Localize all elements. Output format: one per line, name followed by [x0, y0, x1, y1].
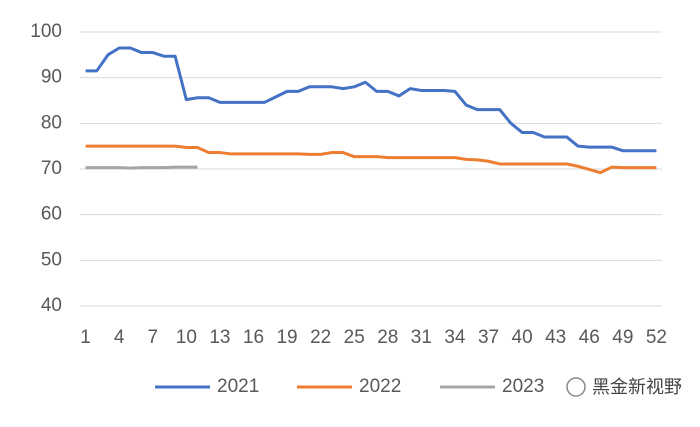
x-tick-label: 19 [276, 327, 297, 348]
x-tick-label: 46 [579, 327, 600, 348]
x-tick-label: 22 [310, 327, 331, 348]
series-line [85, 144, 657, 175]
legend-label: 2023 [502, 376, 544, 397]
x-tick-label: 52 [646, 327, 667, 348]
x-tick-label: 13 [209, 327, 230, 348]
x-tick-label: 16 [243, 327, 264, 348]
x-tick-label: 37 [478, 327, 499, 348]
y-tick-label: 80 [41, 112, 62, 133]
x-tick-label: 4 [114, 327, 125, 348]
x-tick-label: 40 [512, 327, 533, 348]
watermark: 黑金新视野 [566, 377, 682, 397]
x-tick-label: 49 [612, 327, 633, 348]
x-tick-label: 43 [545, 327, 566, 348]
x-tick-label: 1 [80, 327, 91, 348]
y-tick-label: 60 [41, 204, 62, 225]
series-line [85, 165, 198, 170]
watermark-icon [566, 377, 586, 397]
x-tick-label: 34 [444, 327, 466, 348]
y-tick-label: 70 [41, 158, 62, 179]
x-tick-label: 31 [411, 327, 432, 348]
x-tick-label: 28 [377, 327, 398, 348]
y-tick-label: 100 [30, 21, 62, 42]
y-tick-label: 50 [41, 249, 62, 270]
legend-label: 2022 [359, 376, 401, 397]
series-line [85, 46, 657, 153]
x-tick-label: 10 [176, 327, 197, 348]
y-tick-label: 40 [41, 295, 62, 316]
legend-label: 2021 [217, 376, 259, 397]
watermark-text: 黑金新视野 [592, 377, 682, 397]
x-tick-label: 7 [147, 327, 158, 348]
x-tick-label: 25 [344, 327, 365, 348]
y-tick-label: 90 [41, 67, 62, 88]
